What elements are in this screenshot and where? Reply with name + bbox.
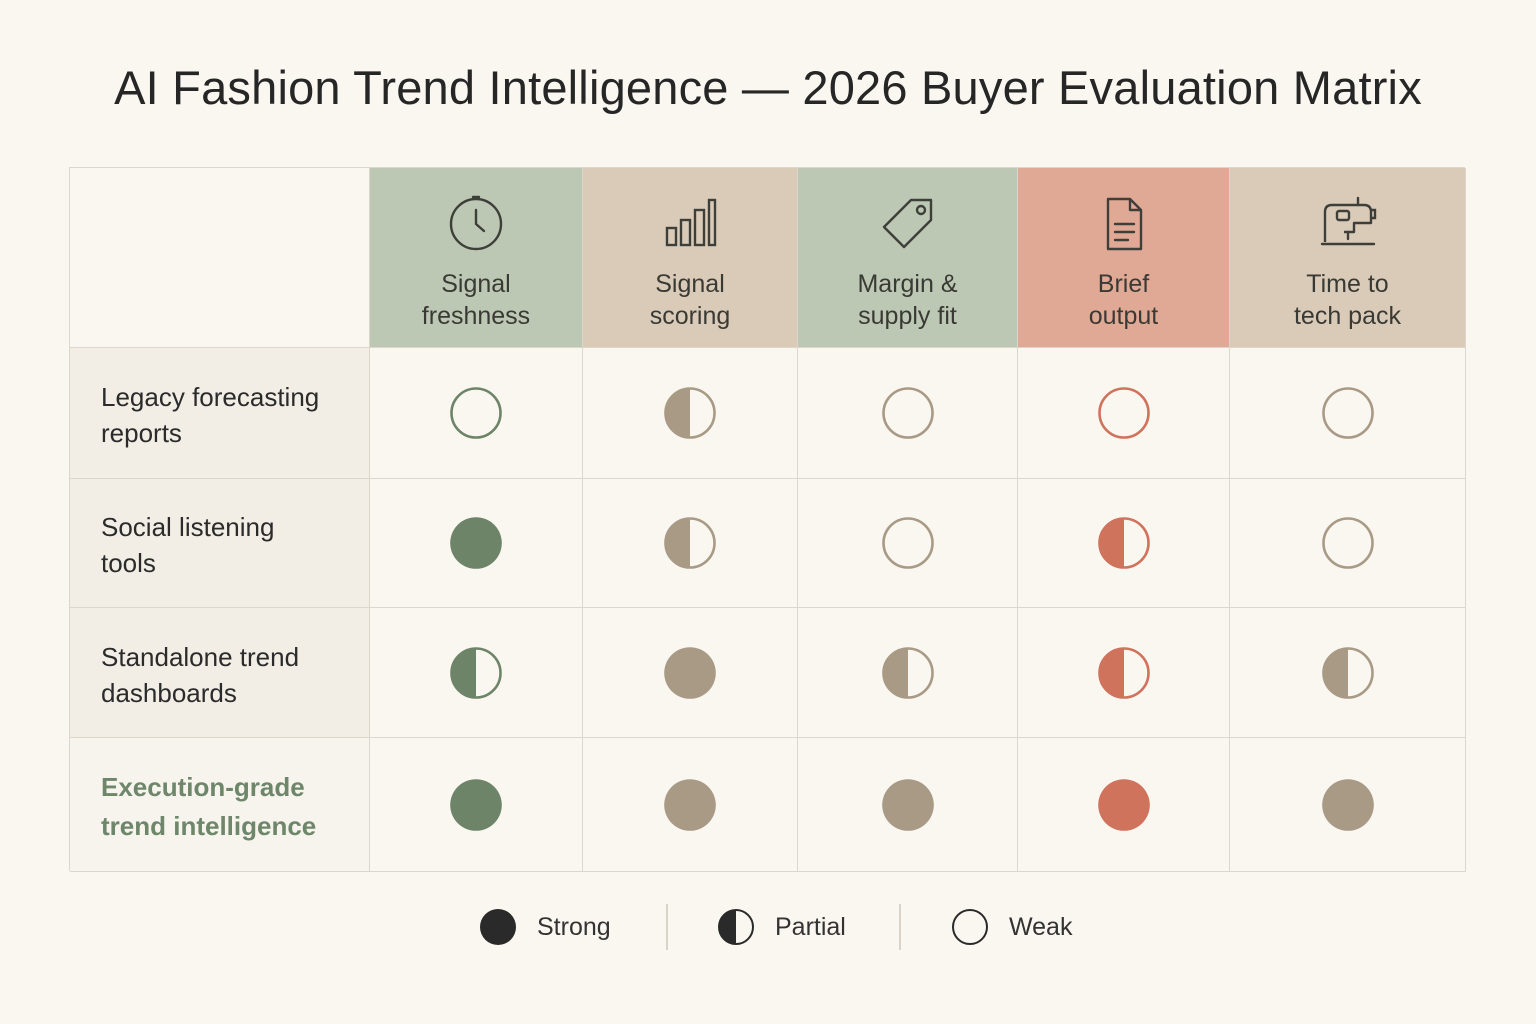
matrix-corner <box>70 168 370 348</box>
legend-divider <box>666 904 668 950</box>
rating-cell <box>1018 479 1230 608</box>
column-header: Time to tech pack <box>1230 168 1466 348</box>
legend: Strong Partial Weak <box>0 904 1536 950</box>
row-header-label: Legacy forecasting reports <box>101 382 320 448</box>
strong-rating-icon <box>664 778 716 831</box>
strong-rating-icon <box>664 646 716 699</box>
rating-cell <box>583 479 798 608</box>
partial-rating-icon <box>450 646 502 699</box>
rating-cell <box>798 479 1018 608</box>
partial-rating-icon <box>1097 517 1150 569</box>
rating-cell <box>583 608 798 738</box>
column-header-label: Signal scoring <box>649 270 731 330</box>
rating-cell <box>583 738 798 872</box>
price-tag-icon <box>878 194 938 254</box>
row-header: Legacy forecasting reports <box>70 348 370 479</box>
rating-cell <box>798 348 1018 479</box>
strong-rating-icon <box>450 517 502 569</box>
strong-rating-icon <box>881 778 934 831</box>
weak-rating-icon <box>1097 387 1150 439</box>
rating-cell <box>1230 738 1466 872</box>
partial-rating-icon <box>1321 646 1374 699</box>
column-header: Signal freshness <box>370 168 583 348</box>
rating-cell <box>1230 348 1466 479</box>
rating-cell <box>1230 479 1466 608</box>
rating-cell <box>1018 608 1230 738</box>
column-header-label: Time to tech pack <box>1293 270 1401 330</box>
document-icon <box>1094 194 1154 254</box>
clock-icon <box>446 194 506 254</box>
rating-cell <box>798 608 1018 738</box>
row-header: Standalone trend dashboards <box>70 608 370 738</box>
partial-rating-icon <box>664 387 716 439</box>
rating-cell <box>370 479 583 608</box>
column-header-label: Margin & supply fit <box>857 270 958 330</box>
legend-divider <box>899 904 901 950</box>
legend-item-weak: Weak <box>950 904 1072 950</box>
row-header-label: Social listening tools <box>101 512 275 578</box>
bar-chart-icon <box>660 194 720 254</box>
rating-cell <box>1018 348 1230 479</box>
rating-cell <box>1230 608 1466 738</box>
column-header-label: Signal freshness <box>421 270 531 330</box>
strong-rating-icon <box>450 778 502 831</box>
weak-rating-icon <box>1321 387 1374 439</box>
row-header-label: Standalone trend dashboards <box>101 641 300 708</box>
legend-label: Weak <box>1009 912 1073 941</box>
partial-rating-icon <box>718 909 754 945</box>
row-header-label: Execution-grade trend intelligence <box>101 771 317 841</box>
strong-rating-icon <box>480 909 516 945</box>
column-header: Margin & supply fit <box>798 168 1018 348</box>
weak-rating-icon <box>1321 517 1374 569</box>
row-header: Execution-grade trend intelligence <box>70 738 370 872</box>
rating-cell <box>1018 738 1230 872</box>
legend-item-strong: Strong <box>478 904 611 950</box>
weak-rating-icon <box>881 517 934 569</box>
strong-rating-icon <box>1321 778 1374 831</box>
evaluation-matrix: Signal freshness Signal scoring Margin & s… <box>69 167 1466 872</box>
rating-cell <box>798 738 1018 872</box>
partial-rating-icon <box>1097 646 1150 699</box>
rating-cell <box>370 608 583 738</box>
column-header: Brief output <box>1018 168 1230 348</box>
legend-label: Partial <box>775 912 846 941</box>
partial-rating-icon <box>881 646 934 699</box>
sewing-machine-icon <box>1318 194 1378 254</box>
column-header: Signal scoring <box>583 168 798 348</box>
legend-item-partial: Partial <box>716 904 846 950</box>
weak-rating-icon <box>450 387 502 439</box>
legend-label: Strong <box>537 912 611 941</box>
weak-rating-icon <box>881 387 934 439</box>
strong-rating-icon <box>1097 778 1150 831</box>
rating-cell <box>583 348 798 479</box>
column-header-label: Brief output <box>1088 270 1159 330</box>
page-title: AI Fashion Trend Intelligence — 2026 Buy… <box>114 61 1422 114</box>
rating-cell <box>370 738 583 872</box>
rating-cell <box>370 348 583 479</box>
weak-rating-icon <box>952 909 988 945</box>
row-header: Social listening tools <box>70 479 370 608</box>
partial-rating-icon <box>664 517 716 569</box>
